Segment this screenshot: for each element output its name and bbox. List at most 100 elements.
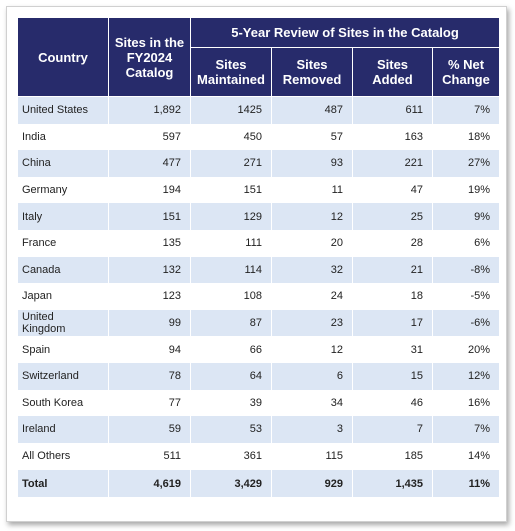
value-cell: 271 xyxy=(190,150,272,177)
header-cell: Sites in the FY2024 Catalog xyxy=(108,17,191,97)
value-cell: 7 xyxy=(352,416,433,443)
table-row: France 135 111 20 28 6% xyxy=(17,229,501,257)
country-cell: India xyxy=(17,123,109,151)
table-row: Japan 123 108 24 18 -5% xyxy=(17,283,501,310)
value-cell: 18% xyxy=(431,123,501,151)
country-cell: Canada xyxy=(17,256,109,284)
value-cell: 24 xyxy=(271,283,353,310)
value-cell: 185 xyxy=(352,442,433,470)
value-cell: -5% xyxy=(431,283,501,310)
total-cell: 1,435 xyxy=(352,469,433,497)
total-cell: 3,429 xyxy=(190,469,272,497)
value-cell: 12 xyxy=(271,203,353,230)
value-cell: 32 xyxy=(271,256,353,284)
total-cell: 4,619 xyxy=(108,469,191,497)
table-row: Ireland 59 53 3 7 7% xyxy=(17,416,501,443)
country-cell: United States xyxy=(17,96,109,124)
country-cell: China xyxy=(17,150,109,177)
value-cell: 15 xyxy=(352,362,433,390)
value-cell: 9% xyxy=(431,203,501,230)
country-cell: Germany xyxy=(17,176,109,204)
value-cell: 23 xyxy=(271,309,353,337)
header-cell: Country xyxy=(17,17,109,97)
value-cell: 17 xyxy=(352,309,433,337)
value-cell: 47 xyxy=(352,176,433,204)
value-cell: 3 xyxy=(271,416,353,443)
value-cell: 114 xyxy=(190,256,272,284)
value-cell: 151 xyxy=(108,203,191,230)
value-cell: 7% xyxy=(431,96,501,124)
country-cell: France xyxy=(17,229,109,257)
value-cell: 12% xyxy=(431,362,501,390)
value-cell: 20% xyxy=(431,336,501,363)
value-cell: 78 xyxy=(108,362,191,390)
value-cell: 93 xyxy=(271,150,353,177)
value-cell: 6% xyxy=(431,229,501,257)
value-cell: 151 xyxy=(190,176,272,204)
catalog-table: Country Sites in the FY2024 Catalog 5-Ye… xyxy=(17,17,501,497)
value-cell: 123 xyxy=(108,283,191,310)
value-cell: 597 xyxy=(108,123,191,151)
value-cell: 59 xyxy=(108,416,191,443)
value-cell: 64 xyxy=(190,362,272,390)
value-cell: 163 xyxy=(352,123,433,151)
value-cell: -8% xyxy=(431,256,501,284)
country-cell: All Others xyxy=(17,442,109,470)
total-label: Total xyxy=(17,469,109,497)
value-cell: 132 xyxy=(108,256,191,284)
table-row: China 477 271 93 221 27% xyxy=(17,150,501,177)
table-row: Germany 194 151 11 47 19% xyxy=(17,176,501,204)
value-cell: 611 xyxy=(352,96,433,124)
table-frame: Country Sites in the FY2024 Catalog 5-Ye… xyxy=(6,6,507,522)
value-cell: 25 xyxy=(352,203,433,230)
value-cell: 18 xyxy=(352,283,433,310)
table-row: Spain 94 66 12 31 20% xyxy=(17,336,501,363)
header-cell: Sites Added xyxy=(352,47,433,97)
table-row: Switzerland 78 64 6 15 12% xyxy=(17,362,501,390)
value-cell: 221 xyxy=(352,150,433,177)
value-cell: 57 xyxy=(271,123,353,151)
value-cell: 7% xyxy=(431,416,501,443)
value-cell: 12 xyxy=(271,336,353,363)
value-cell: 99 xyxy=(108,309,191,337)
value-cell: 16% xyxy=(431,389,501,417)
value-cell: 11 xyxy=(271,176,353,204)
value-cell: 477 xyxy=(108,150,191,177)
group-header: 5-Year Review of Sites in the Catalog xyxy=(189,17,501,48)
value-cell: 194 xyxy=(108,176,191,204)
country-cell: South Korea xyxy=(17,389,109,417)
value-cell: 450 xyxy=(190,123,272,151)
table-row: United States 1,892 1425 487 611 7% xyxy=(17,96,501,124)
header-cell: Sites Removed xyxy=(271,47,353,97)
value-cell: 21 xyxy=(352,256,433,284)
header-cell: Sites Maintained xyxy=(190,47,272,97)
value-cell: 94 xyxy=(108,336,191,363)
table-row: Canada 132 114 32 21 -8% xyxy=(17,256,501,284)
header-cell: % Net Change xyxy=(431,47,501,97)
table-row: United Kingdom 99 87 23 17 -6% xyxy=(17,309,501,337)
value-cell: 511 xyxy=(108,442,191,470)
value-cell: 6 xyxy=(271,362,353,390)
value-cell: 34 xyxy=(271,389,353,417)
value-cell: 39 xyxy=(190,389,272,417)
value-cell: 1,892 xyxy=(108,96,191,124)
total-cell: 11% xyxy=(431,469,501,497)
table-row: India 597 450 57 163 18% xyxy=(17,123,501,151)
total-cell: 929 xyxy=(271,469,353,497)
value-cell: 77 xyxy=(108,389,191,417)
country-cell: Ireland xyxy=(17,416,109,443)
value-cell: 1425 xyxy=(190,96,272,124)
value-cell: 111 xyxy=(190,229,272,257)
value-cell: 20 xyxy=(271,229,353,257)
country-cell: Japan xyxy=(17,283,109,310)
value-cell: 66 xyxy=(190,336,272,363)
value-cell: 46 xyxy=(352,389,433,417)
value-cell: -6% xyxy=(431,309,501,337)
country-cell: Switzerland xyxy=(17,362,109,390)
country-cell: Italy xyxy=(17,203,109,230)
value-cell: 487 xyxy=(271,96,353,124)
value-cell: 53 xyxy=(190,416,272,443)
value-cell: 27% xyxy=(431,150,501,177)
table-row: South Korea 77 39 34 46 16% xyxy=(17,389,501,417)
